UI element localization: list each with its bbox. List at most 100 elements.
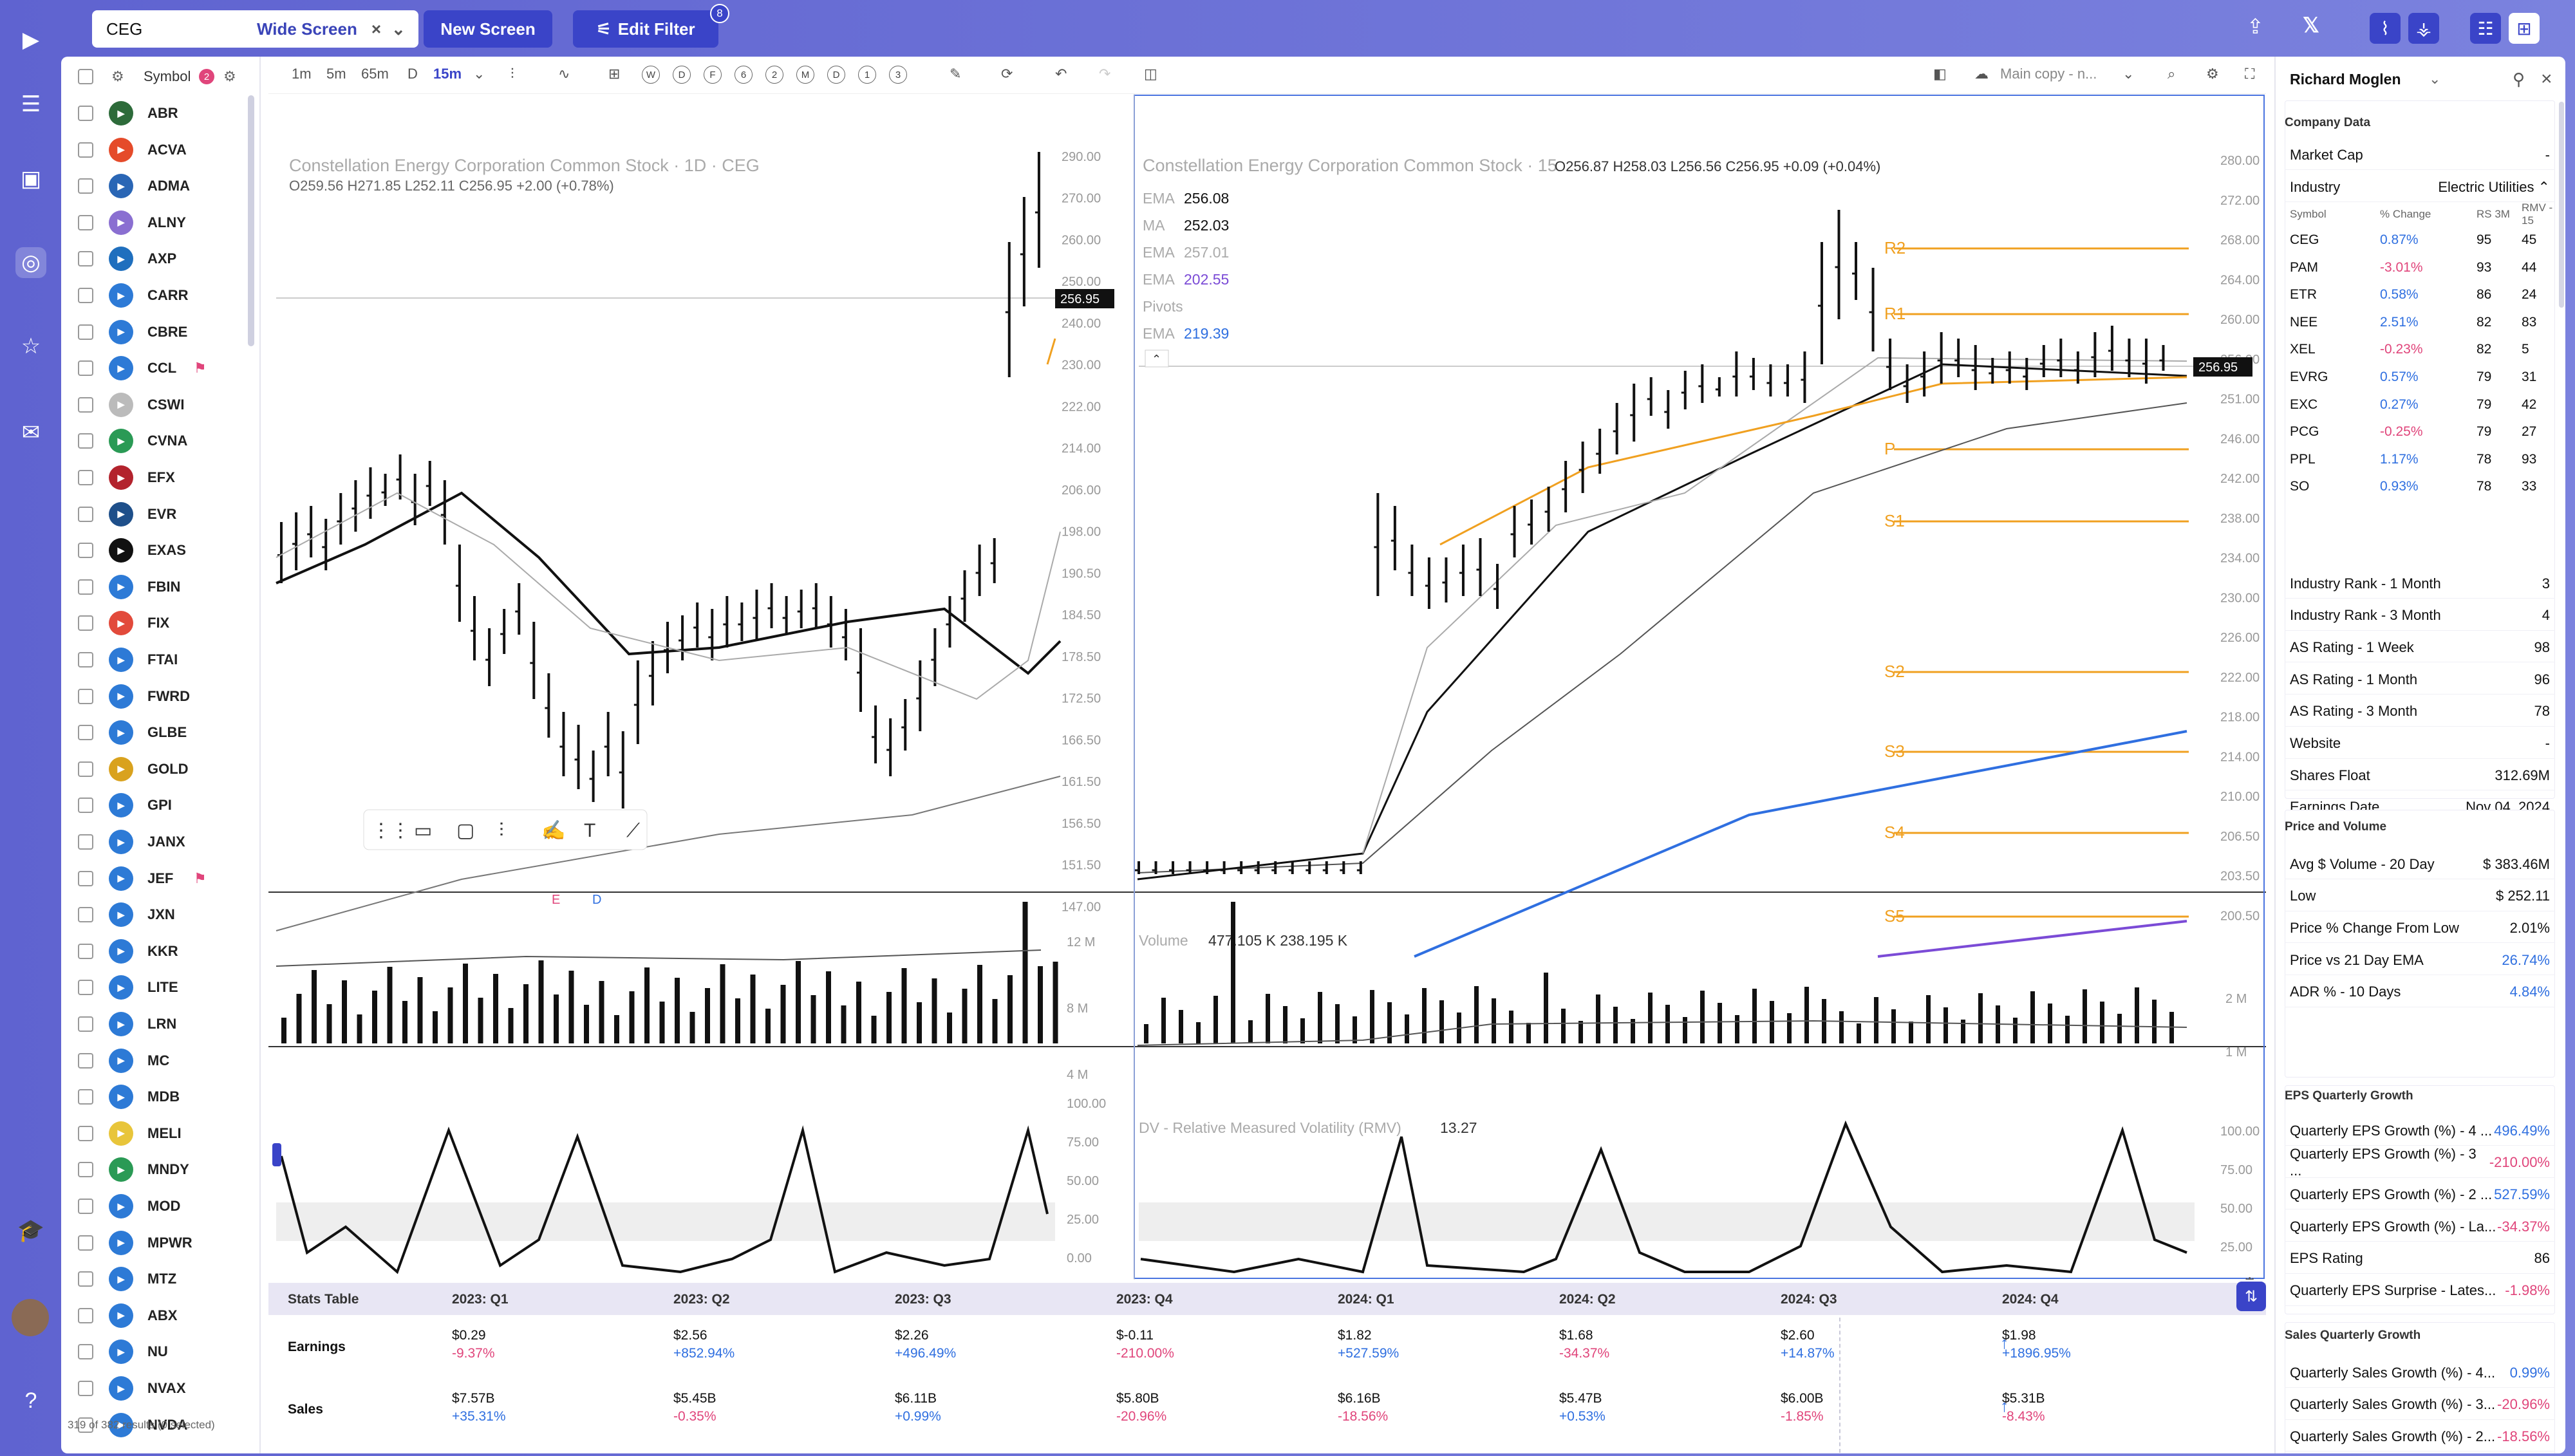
row-checkbox[interactable] [78,834,93,850]
chat-icon[interactable]: ✉ [21,420,41,445]
watchlist-scrollbar[interactable] [248,95,254,346]
symbol-search-input[interactable]: CEG× [92,10,261,48]
drawing-tool-icon[interactable]: ▢ [456,820,474,841]
watchlist-row[interactable]: ▶ ADMA [61,168,254,204]
interval-d[interactable]: D [407,66,418,82]
row-checkbox[interactable] [78,106,93,121]
drawing-tool-icon[interactable]: ⟋ [626,820,640,841]
watchlist-row[interactable]: ▶ LITE [61,969,254,1005]
row-checkbox[interactable] [78,615,93,631]
watchlist-row[interactable]: ▶ NU [61,1334,254,1370]
watchlist-row[interactable]: ▶ EVR [61,496,254,532]
row-checkbox[interactable] [78,470,93,485]
watchlist-row[interactable]: ▶ ABR [61,95,254,131]
row-checkbox[interactable] [78,178,93,194]
user-name[interactable]: Richard Moglen [2290,71,2401,88]
drawing-tool-icon[interactable]: ⫶ [499,820,504,841]
watchlist-row[interactable]: ▶ FBIN [61,569,254,605]
row-checkbox[interactable] [78,543,93,559]
row-checkbox[interactable] [78,1016,93,1032]
close-icon[interactable]: × [371,19,382,39]
industry-table-row[interactable]: NEE 2.51% 82 83 [2290,309,2554,336]
watchlist-row[interactable]: ▶ LRN [61,1006,254,1042]
watchlist-row[interactable]: ▶ MOD [61,1188,254,1224]
watchlist-row[interactable]: ▶ CVNA [61,423,254,459]
pane-expand-handle[interactable] [272,1143,281,1166]
watchlist-row[interactable]: ▶ CARR [61,277,254,313]
row-checkbox[interactable] [78,688,93,704]
row-checkbox[interactable] [78,798,93,814]
watchlist-row[interactable]: ▶ MDB [61,1079,254,1115]
cloud-icon[interactable]: ☁ [1974,66,1989,82]
list-view-icon[interactable]: ☷ [2470,13,2501,44]
play-logo-icon[interactable]: ▶ [22,28,40,52]
layout-name[interactable]: Main copy - n... [2000,66,2097,82]
watchlist-row[interactable]: ▶ KKR [61,933,254,969]
watchlist-row[interactable]: ▶ MTZ [61,1261,254,1297]
industry-table-row[interactable]: SO 0.93% 78 33 [2290,473,2554,500]
range-w[interactable]: W [642,66,660,84]
list-icon[interactable]: ☰ [21,92,41,117]
row-checkbox[interactable] [78,324,93,340]
help-icon[interactable]: ? [24,1388,37,1413]
watchlist-row[interactable]: ▶ EXAS [61,532,254,568]
row-checkbox[interactable] [78,907,93,923]
watchlist-row[interactable]: ▶ JANX [61,824,254,860]
row-checkbox[interactable] [78,725,93,741]
close-panel-icon[interactable]: × [2541,68,2552,89]
watchlist-row[interactable]: ▶ JEF ⚑ [61,861,254,897]
range-2[interactable]: 2 [765,66,783,84]
row-checkbox[interactable] [78,652,93,667]
pin-icon[interactable]: ⚲ [2513,70,2525,89]
range-6[interactable]: 6 [735,66,753,84]
settings-icon[interactable]: ⚙ [111,68,124,84]
row-checkbox[interactable] [78,943,93,959]
gear-icon[interactable]: ⚙ [223,68,236,84]
interval-5m[interactable]: 5m [326,66,346,82]
row-checkbox[interactable] [78,1235,93,1251]
industry-table-row[interactable]: CEG 0.87% 95 45 [2290,227,2554,254]
drawing-tool-icon[interactable]: ▭ [414,820,432,841]
chevron-down-icon[interactable]: ⌄ [2429,71,2441,87]
range-1[interactable]: 1 [858,66,876,84]
collapse-legend-button[interactable] [1145,350,1169,368]
chevron-down-icon[interactable]: ⌄ [391,19,406,39]
graduation-icon[interactable]: 🎓 [17,1218,45,1243]
watchlist-row[interactable]: ▶ CCL ⚑ [61,350,254,386]
row-checkbox[interactable] [78,1162,93,1178]
watchlist-row[interactable]: ▶ MPWR [61,1225,254,1261]
interval-1m[interactable]: 1m [292,66,312,82]
industry-table-row[interactable]: PAM -3.01% 93 44 [2290,254,2554,281]
chart-settings-icon[interactable]: ⚙ [2206,66,2219,82]
watchlist-row[interactable]: ▶ NVAX [61,1370,254,1406]
chevron-down-icon[interactable]: ⌄ [2122,66,2135,82]
row-checkbox[interactable] [78,1199,93,1214]
watchlist-row[interactable]: ▶ MC [61,1043,254,1079]
watchlist-row[interactable]: ▶ ALNY [61,205,254,241]
symbol-column-header[interactable]: Symbol [144,68,191,84]
camera-icon[interactable]: ◫ [1144,66,1157,82]
bar-style-icon[interactable]: ⫶ [510,66,514,82]
avatar[interactable] [12,1299,49,1336]
industry-table-row[interactable]: EVRG 0.57% 79 31 [2290,364,2554,391]
row-checkbox[interactable] [78,1307,93,1323]
row-checkbox[interactable] [78,1052,93,1069]
row-checkbox[interactable] [78,761,93,777]
drawing-tool-icon[interactable]: T [584,820,595,841]
refresh-icon[interactable]: ⟳ [1001,66,1013,82]
charts-svg[interactable]: Constellation Energy Corporation Common … [268,94,2266,1280]
row-checkbox[interactable] [78,360,93,377]
edit-filter-button[interactable]: ⚟ Edit Filter [573,10,718,48]
watchlist-row[interactable]: ▶ ABX [61,1298,254,1334]
drawing-tool-icon[interactable]: ✍ [541,819,565,841]
row-checkbox[interactable] [78,1125,93,1141]
watchlist-row[interactable]: ▶ EFX [61,460,254,496]
flag-icon[interactable]: ⚑ [194,360,207,377]
zoom-icon[interactable]: ⌕ [2168,66,2176,82]
row-checkbox[interactable] [78,870,93,886]
grid-view-icon[interactable]: ⊞ [2509,13,2540,44]
indicators-icon[interactable]: ∿ [558,66,570,82]
select-all-checkbox[interactable] [78,69,93,84]
range-d2[interactable]: D [827,66,845,84]
row-checkbox[interactable] [78,251,93,267]
